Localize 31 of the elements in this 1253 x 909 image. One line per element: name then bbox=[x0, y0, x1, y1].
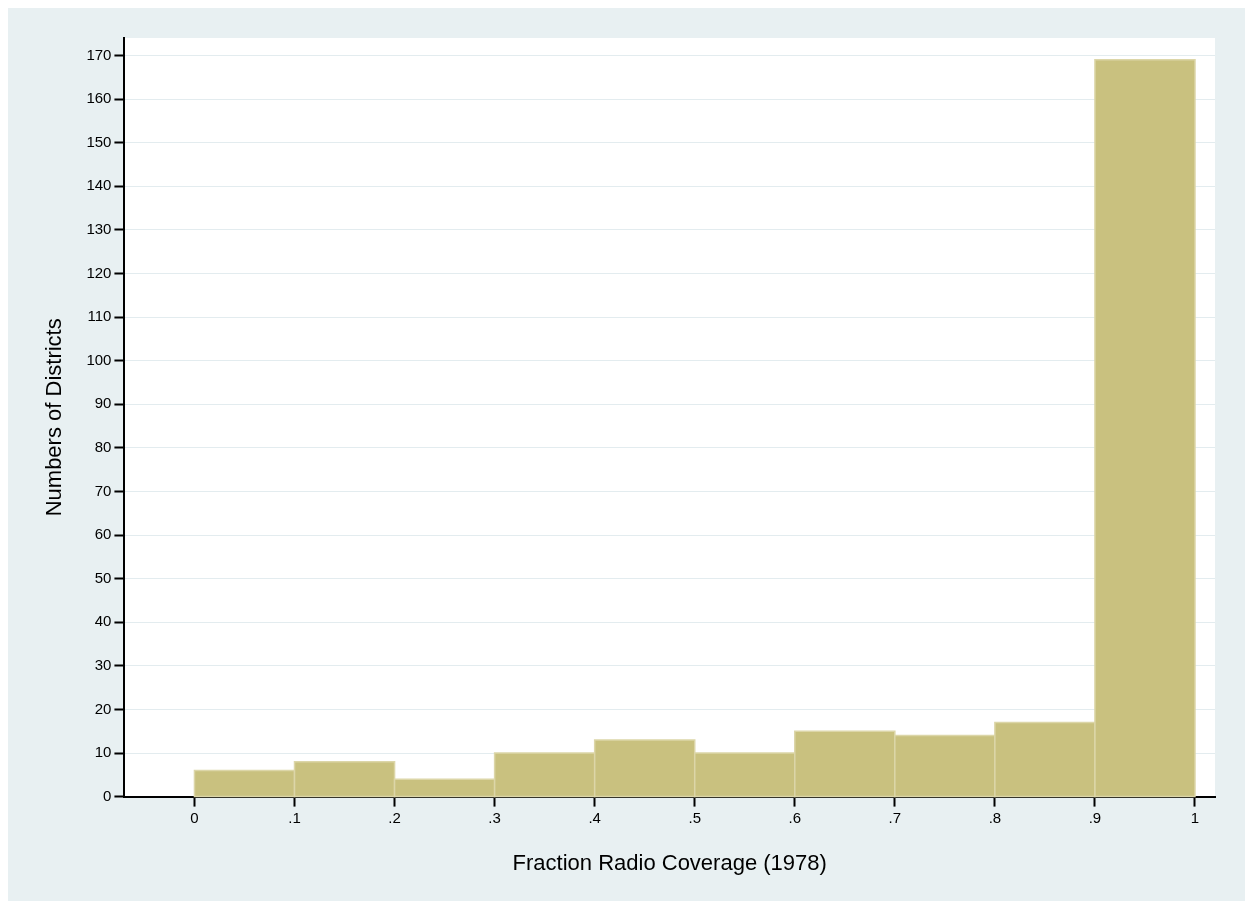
x-tick-label: .3 bbox=[488, 808, 501, 826]
y-tick-label: 170 bbox=[86, 45, 112, 63]
y-tick-label: 90 bbox=[94, 394, 112, 412]
x-axis-title: Fraction Radio Coverage (1978) bbox=[512, 849, 827, 875]
y-tick-label: 130 bbox=[86, 219, 112, 237]
y-tick-label: 100 bbox=[86, 350, 112, 368]
y-tick-label: 120 bbox=[86, 263, 112, 281]
y-tick-label: 110 bbox=[87, 307, 112, 325]
y-tick-label: 60 bbox=[94, 525, 112, 543]
y-tick-label: 70 bbox=[94, 481, 112, 499]
x-tick-label: .9 bbox=[1088, 808, 1102, 826]
x-tick-label: 0 bbox=[190, 808, 199, 826]
x-tick-label: .8 bbox=[988, 808, 1002, 826]
y-axis-title: Numbers of Districts bbox=[41, 318, 67, 517]
y-tick-label: 150 bbox=[86, 132, 112, 150]
y-tick-label: 140 bbox=[86, 176, 112, 194]
y-tick-label: 40 bbox=[94, 612, 112, 630]
y-tick-label: 160 bbox=[86, 89, 112, 107]
y-tick-label: 10 bbox=[94, 743, 112, 761]
x-tick-label: .1 bbox=[288, 808, 301, 826]
y-tick-label: 50 bbox=[94, 568, 112, 586]
x-tick-label: 1 bbox=[1190, 808, 1200, 826]
x-tick-label: .7 bbox=[888, 808, 902, 826]
x-tick-label: .6 bbox=[788, 808, 802, 826]
y-tick-label: 30 bbox=[94, 655, 112, 673]
y-tick-label: 80 bbox=[94, 437, 112, 455]
y-tick-label: 0 bbox=[103, 786, 112, 804]
y-tick-label: 20 bbox=[94, 699, 112, 717]
x-tick-label: .2 bbox=[388, 808, 401, 826]
x-tick-label: .5 bbox=[688, 808, 701, 826]
x-tick-label: .4 bbox=[588, 808, 601, 826]
